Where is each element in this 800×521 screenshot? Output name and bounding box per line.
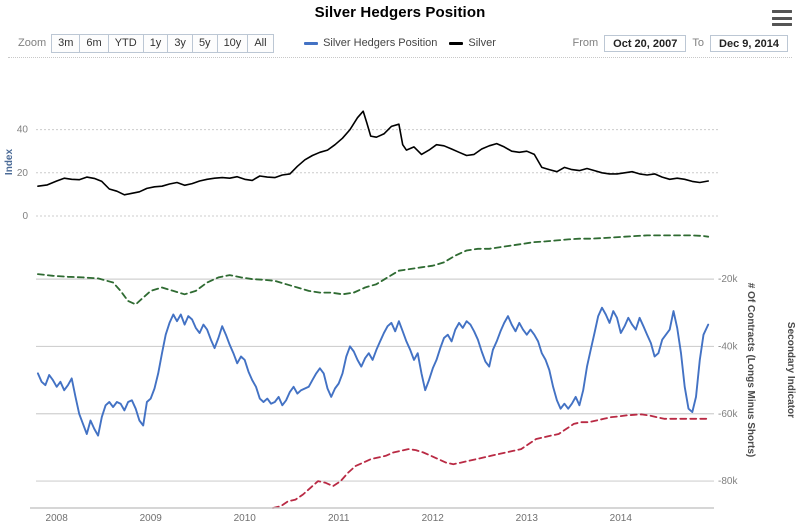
toolbar-divider xyxy=(8,57,792,59)
y-tick-label-indicator: -60k xyxy=(718,409,738,420)
x-tick-label-2014: 2014 xyxy=(610,513,633,521)
legend-swatch-icon xyxy=(449,41,464,45)
x-tick-label-2013: 2013 xyxy=(516,513,539,521)
hamburger-menu-icon[interactable] xyxy=(772,10,792,26)
x-tick-label-2012: 2012 xyxy=(422,513,445,521)
x-tick-label-2010: 2010 xyxy=(234,513,257,521)
legend-item-0[interactable]: Silver Hedgers Position xyxy=(304,37,437,49)
to-date-input[interactable]: Dec 9, 2014 xyxy=(710,34,788,52)
series-line-upper-band[interactable] xyxy=(37,234,710,306)
zoom-button-1y[interactable]: 1y xyxy=(143,34,169,52)
zoom-label: Zoom xyxy=(18,37,47,49)
zoom-button-ytd[interactable]: YTD xyxy=(108,34,144,52)
y-axis-title-price: Index xyxy=(4,149,15,176)
legend-label: Silver xyxy=(468,37,496,49)
zoom-button-3m[interactable]: 3m xyxy=(52,34,81,52)
series-line-silver[interactable] xyxy=(37,110,709,196)
chart-legend: Silver Hedgers Position Silver xyxy=(0,33,800,53)
zoom-range-selector: Zoom 3m 6m YTD 1y 3y 5y 10y All xyxy=(18,33,274,53)
y-axis-title-contracts: # Of Contracts (Longs Minus Shorts) xyxy=(745,283,756,457)
secondary-indicator-label: Secondary Indicator xyxy=(785,322,796,418)
to-label: To xyxy=(692,37,704,49)
y-tick-label-indicator: -80k xyxy=(718,476,738,487)
chart-title: Silver Hedgers Position xyxy=(314,4,486,21)
hamburger-bar-1 xyxy=(772,10,792,13)
zoom-button-10y[interactable]: 10y xyxy=(217,34,249,52)
zoom-button-6m[interactable]: 6m xyxy=(80,34,109,52)
x-tick-label-2008: 2008 xyxy=(46,513,69,521)
zoom-button-group: 3m 6m YTD 1y 3y 5y 10y All xyxy=(51,33,274,53)
from-date-input[interactable]: Oct 20, 2007 xyxy=(604,34,687,52)
series-line-hedgers-position[interactable] xyxy=(36,306,710,437)
y-tick-label-indicator: -20k xyxy=(718,274,738,285)
zoom-button-all[interactable]: All xyxy=(248,34,273,52)
y-tick-label-price: 20 xyxy=(17,168,29,179)
x-tick-label-2009: 2009 xyxy=(140,513,163,521)
from-label: From xyxy=(572,37,599,49)
zoom-button-3y[interactable]: 3y xyxy=(168,34,193,52)
hamburger-bar-3 xyxy=(772,23,792,26)
y-tick-label-price: 40 xyxy=(17,125,29,136)
hamburger-bar-2 xyxy=(772,16,792,20)
y-tick-label-indicator: -40k xyxy=(718,341,738,352)
date-range-selector: From Oct 20, 2007 To Dec 9, 2014 xyxy=(572,33,788,53)
x-tick-label-2011: 2011 xyxy=(328,513,350,521)
zoom-button-5y[interactable]: 5y xyxy=(192,34,218,52)
y-tick-label-price: 0 xyxy=(22,211,28,222)
series-line-lower-band[interactable] xyxy=(272,413,710,509)
chart-toolbar: Zoom 3m 6m YTD 1y 3y 5y 10y All Silver Hedgers … xyxy=(0,33,800,53)
legend-label: Silver Hedgers Position xyxy=(323,37,438,49)
legend-item-1[interactable]: Silver xyxy=(449,37,496,49)
legend-swatch-icon xyxy=(304,41,319,45)
